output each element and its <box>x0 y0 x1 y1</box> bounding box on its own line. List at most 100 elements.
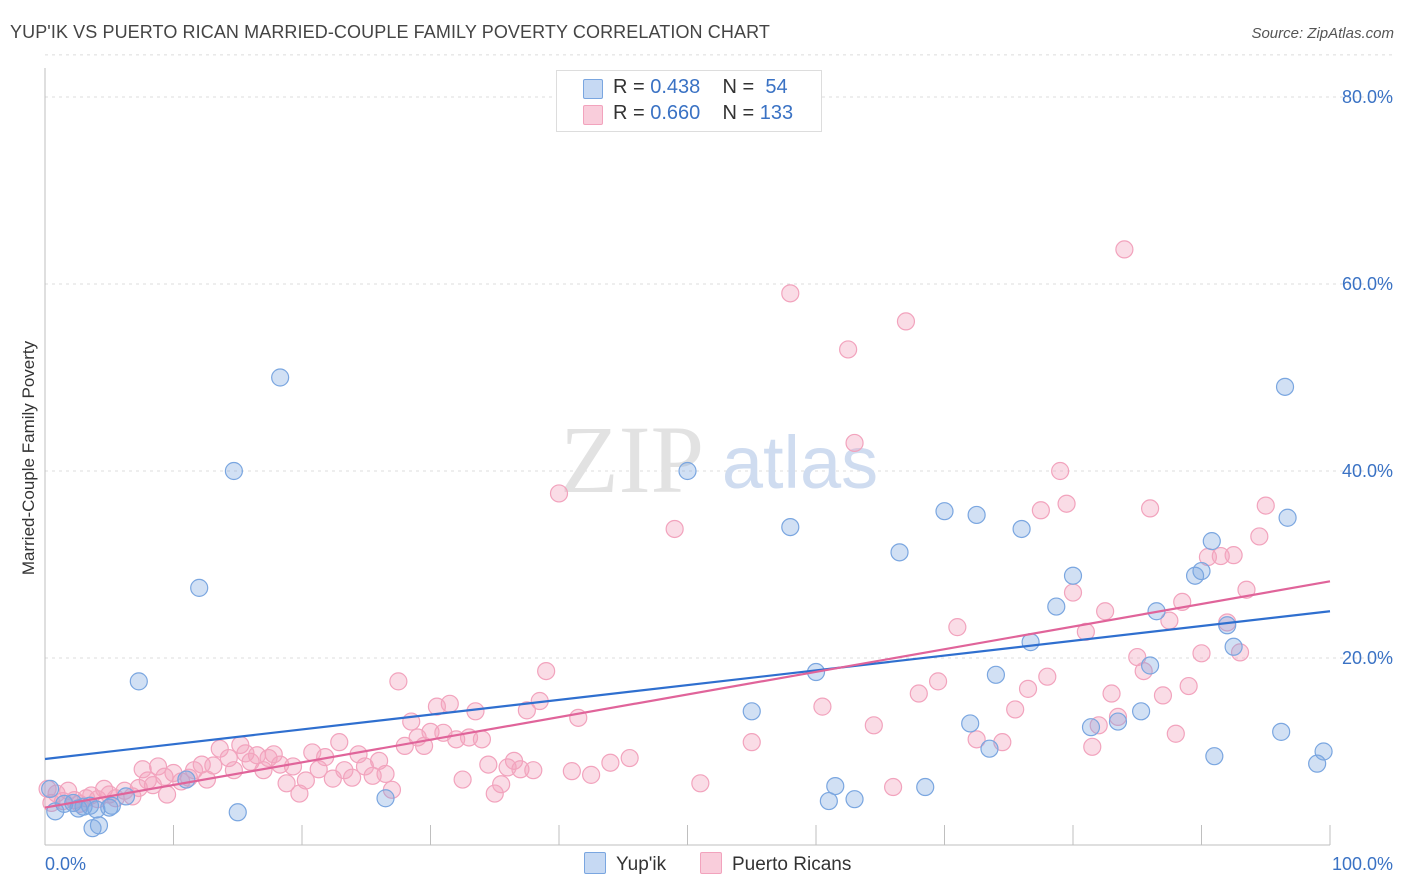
point-yupik <box>224 461 243 481</box>
point-yupik <box>967 505 986 525</box>
point-puerto-ricans <box>389 672 408 691</box>
point-yupik <box>935 502 954 521</box>
point-puerto-ricans <box>620 748 639 768</box>
yupik-n-value: 54 <box>765 76 788 98</box>
point-puerto-ricans <box>928 672 948 691</box>
yupik-r-value: 0.438 <box>650 76 701 98</box>
point-puerto-ricans <box>370 751 389 770</box>
watermark-atlas: atlas <box>722 421 878 504</box>
point-puerto-ricans <box>1063 583 1083 602</box>
point-yupik <box>41 779 60 799</box>
point-puerto-ricans <box>1237 580 1256 599</box>
point-puerto-ricans <box>343 768 362 787</box>
point-puerto-ricans <box>691 774 710 793</box>
point-yupik <box>819 791 838 811</box>
point-puerto-ricans <box>376 764 395 784</box>
watermark: ZIP atlas <box>560 406 878 513</box>
point-yupik <box>1140 656 1160 675</box>
point-yupik <box>376 789 395 808</box>
point-puerto-ricans <box>909 684 928 703</box>
point-puerto-ricans <box>148 757 168 776</box>
point-puerto-ricans <box>1153 686 1173 705</box>
point-yupik <box>190 578 209 597</box>
point-yupik <box>980 739 999 758</box>
point-puerto-ricans <box>1038 667 1057 686</box>
point-puerto-ricans <box>485 784 504 803</box>
y-tick-label: 60.0% <box>1342 274 1393 294</box>
point-puerto-ricans <box>296 771 315 790</box>
point-puerto-ricans <box>517 701 536 720</box>
point-puerto-ricans <box>157 785 177 804</box>
point-puerto-ricans <box>1083 737 1102 756</box>
point-yupik <box>100 798 119 817</box>
point-puerto-ricans <box>1057 494 1076 513</box>
point-yupik <box>961 714 980 733</box>
point-puerto-ricans <box>1102 684 1121 703</box>
point-puerto-ricans <box>264 745 283 764</box>
point-yupik <box>129 672 148 691</box>
trend-line-yupik <box>44 610 1331 761</box>
series-puerto-ricans-points <box>38 240 1275 813</box>
y-tick-label: 80.0% <box>1342 87 1393 107</box>
pr-r-value: 0.660 <box>650 102 701 124</box>
series-yupik-points <box>41 368 1333 838</box>
pr-r-label: R = <box>613 102 645 124</box>
point-puerto-ricans <box>511 760 530 779</box>
point-yupik <box>1272 722 1291 741</box>
pr-n-label: N = <box>722 102 755 124</box>
point-puerto-ricans <box>665 519 684 539</box>
point-yupik <box>1132 702 1151 721</box>
point-yupik <box>1081 718 1101 737</box>
y-axis-label: Married-Couple Family Poverty <box>19 340 38 575</box>
point-yupik <box>1047 597 1066 616</box>
point-yupik <box>1202 532 1221 551</box>
point-yupik <box>890 543 909 562</box>
point-puerto-ricans <box>204 756 223 775</box>
point-puerto-ricans <box>883 777 903 797</box>
pr-n-value: 133 <box>759 102 794 124</box>
point-puerto-ricans <box>537 661 556 681</box>
bottom-pr-label: Puerto Ricans <box>732 854 852 875</box>
bottom-legend-yupik: Yup'ik <box>584 852 666 876</box>
point-yupik <box>102 796 121 815</box>
point-yupik <box>1192 561 1211 581</box>
point-yupik <box>1205 747 1224 766</box>
point-puerto-ricans <box>524 761 543 780</box>
pr-swatch <box>583 105 603 125</box>
point-yupik <box>1278 508 1297 527</box>
point-yupik <box>1108 712 1128 731</box>
point-puerto-ricans <box>1166 724 1185 743</box>
gridlines <box>45 54 1392 659</box>
point-yupik <box>742 702 761 721</box>
point-puerto-ricans <box>1211 546 1230 566</box>
watermark-zip: ZIP <box>560 406 704 513</box>
yupik-r-label: R = <box>613 76 645 98</box>
trend-lines <box>44 580 1331 809</box>
point-puerto-ricans <box>864 716 883 735</box>
point-puerto-ricans <box>845 433 864 453</box>
point-puerto-ricans <box>896 312 916 331</box>
yupik-swatch <box>583 79 603 99</box>
trend-line-puerto-ricans <box>44 580 1331 809</box>
y-tick-label: 20.0% <box>1342 648 1393 668</box>
source-credit: Source: ZipAtlas.com <box>1251 25 1394 42</box>
point-yupik <box>1275 377 1295 396</box>
point-puerto-ricans <box>1018 679 1038 698</box>
bottom-yupik-label: Yup'ik <box>616 854 667 875</box>
point-puerto-ricans <box>479 755 498 774</box>
x-tick-label-min: 0.0% <box>45 854 86 874</box>
y-tick-labels: 20.0% 40.0% 60.0% 80.0% <box>1342 87 1393 668</box>
axes <box>44 68 1331 846</box>
point-puerto-ricans <box>1250 527 1269 546</box>
point-puerto-ricans <box>472 730 491 749</box>
point-puerto-ricans <box>1051 461 1070 481</box>
point-puerto-ricans <box>335 761 354 780</box>
point-yupik <box>678 461 697 481</box>
point-puerto-ricans <box>1115 240 1134 259</box>
chart-title: YUP'IK VS PUERTO RICAN MARRIED-COUPLE FA… <box>10 22 770 42</box>
point-puerto-ricans <box>492 775 511 794</box>
point-puerto-ricans <box>453 770 472 789</box>
point-yupik <box>845 790 864 809</box>
point-yupik <box>116 787 136 806</box>
bottom-yupik-swatch <box>584 852 606 874</box>
